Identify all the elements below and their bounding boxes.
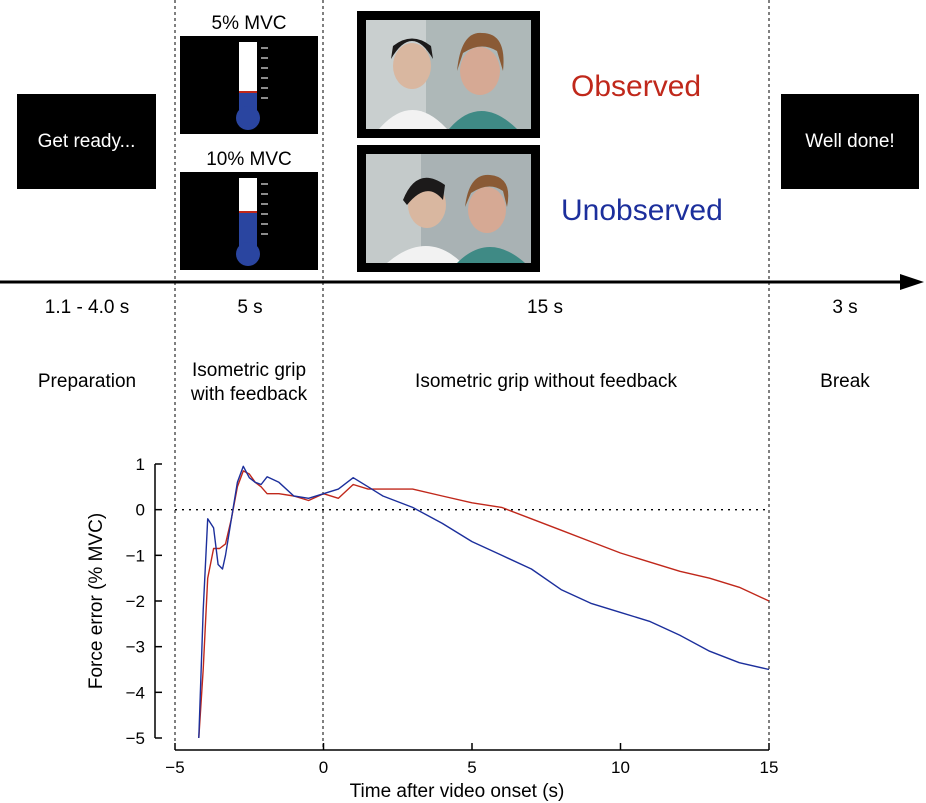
thermometer-10-panel	[180, 172, 318, 270]
duration-feedback: 5 s	[237, 297, 263, 318]
x-tick-label: 15	[760, 758, 779, 777]
phase-grip-feedback-line2: with feedback	[190, 384, 308, 405]
observed-label: Observed	[571, 70, 702, 103]
x-tick-label: −5	[165, 758, 184, 777]
x-tick-label: 5	[467, 758, 476, 777]
x-tick-label: 0	[319, 758, 328, 777]
duration-break: 3 s	[832, 297, 858, 318]
unobserved-label: Unobserved	[561, 194, 723, 227]
x-axis-label: Time after video onset (s)	[350, 781, 565, 802]
y-tick-label: −4	[126, 683, 145, 702]
video-still-observed	[357, 11, 540, 138]
phase-preparation: Preparation	[37, 371, 137, 392]
y-tick-label: 0	[136, 501, 145, 520]
y-tick-label: −3	[126, 638, 145, 657]
y-tick-label: −2	[126, 592, 145, 611]
duration-video: 15 s	[527, 297, 563, 318]
y-tick-label: −5	[126, 729, 145, 748]
y-axis-label: Force error (% MVC)	[86, 513, 107, 689]
thermometer-label-10: 10% MVC	[206, 149, 292, 170]
thermometer-5-panel	[180, 36, 318, 134]
thermometer-label-5: 5% MVC	[211, 13, 287, 34]
x-tick-label: 10	[611, 758, 630, 777]
well-done-text: Well done!	[805, 130, 895, 152]
thermometer-5-icon	[236, 42, 268, 130]
timeline-arrowhead	[900, 274, 924, 290]
get-ready-box: Get ready...	[17, 94, 156, 189]
series-line-observed	[198, 470, 770, 739]
thermometer-10-icon	[236, 178, 268, 266]
phase-grip-no-feedback: Isometric grip without feedback	[415, 371, 677, 392]
well-done-box: Well done!	[781, 94, 919, 189]
phase-break: Break	[820, 371, 870, 392]
phase-grip-feedback-line1: Isometric grip	[191, 360, 307, 381]
y-tick-label: 1	[136, 455, 145, 474]
get-ready-text: Get ready...	[37, 130, 136, 152]
video-still-unobserved	[357, 145, 540, 272]
y-tick-label: −1	[126, 546, 145, 565]
series-line-unobserved	[198, 465, 770, 739]
duration-preparation: 1.1 - 4.0 s	[44, 297, 130, 318]
